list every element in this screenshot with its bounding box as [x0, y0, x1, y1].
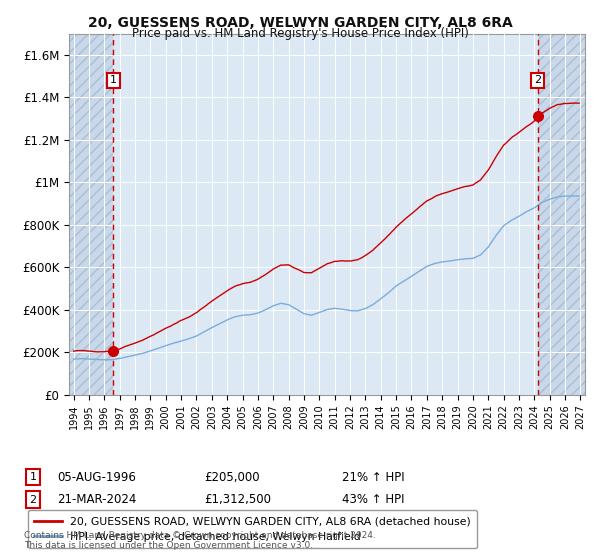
- Text: 1: 1: [110, 76, 117, 85]
- Text: £205,000: £205,000: [204, 470, 260, 484]
- Text: 2: 2: [29, 494, 37, 505]
- Text: 2: 2: [534, 76, 541, 85]
- Text: 21-MAR-2024: 21-MAR-2024: [57, 493, 136, 506]
- Text: 1: 1: [29, 472, 37, 482]
- Text: £1,312,500: £1,312,500: [204, 493, 271, 506]
- Text: Price paid vs. HM Land Registry's House Price Index (HPI): Price paid vs. HM Land Registry's House …: [131, 27, 469, 40]
- Text: 43% ↑ HPI: 43% ↑ HPI: [342, 493, 404, 506]
- Legend: 20, GUESSENS ROAD, WELWYN GARDEN CITY, AL8 6RA (detached house), HPI: Average pr: 20, GUESSENS ROAD, WELWYN GARDEN CITY, A…: [28, 510, 478, 548]
- Bar: [69, 34, 113, 395]
- Text: Contains HM Land Registry data © Crown copyright and database right 2024.
This d: Contains HM Land Registry data © Crown c…: [24, 531, 376, 550]
- Bar: [538, 34, 585, 395]
- Text: 05-AUG-1996: 05-AUG-1996: [57, 470, 136, 484]
- Text: 21% ↑ HPI: 21% ↑ HPI: [342, 470, 404, 484]
- Text: 20, GUESSENS ROAD, WELWYN GARDEN CITY, AL8 6RA: 20, GUESSENS ROAD, WELWYN GARDEN CITY, A…: [88, 16, 512, 30]
- Bar: [538, 34, 585, 395]
- Bar: [69, 34, 113, 395]
